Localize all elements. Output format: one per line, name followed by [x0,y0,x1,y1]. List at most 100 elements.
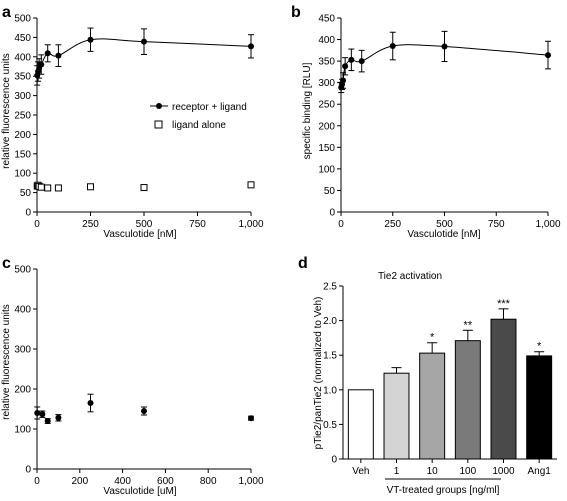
a-x-tick-label: 250 [82,219,99,230]
panel-d-title: Tie2 activation [378,271,442,282]
panel-d-y-axis-label: pTie2/panTie2 (normalized to Veh) [313,297,324,450]
a-y-tick-label: 450 [14,33,31,44]
panel-b-x-axis-label: Vasculotide [nM] [407,229,480,240]
b-y-tick-label: 200 [318,121,335,132]
panel-label-a: a [2,4,11,21]
legend-receptor-ligand-label: receptor + ligand [172,102,247,113]
b-y-tick-label: 50 [324,186,336,197]
c-y-tick-label: 500 [14,265,31,276]
c-y-tick-label: 300 [14,345,31,356]
c-data-point [87,400,94,406]
panel-c-marks [34,393,254,424]
d-bar [383,372,410,460]
c-data-point [55,414,62,421]
d-x-tick-label: Veh [352,466,369,477]
a-x-tick-label: 750 [189,219,206,230]
d-bar [347,389,374,460]
c-x-tick-label: 600 [157,476,174,487]
b-x-tick-label: 0 [338,219,344,230]
panel-a-x-axis-label: Vasculotide [nM] [103,229,176,240]
c-x-tick-label: 1,000 [238,476,263,487]
b-y-tick-label: 350 [318,57,335,68]
c-y-tick-label: 100 [14,425,31,436]
d-x-tick-label: 1000 [492,466,515,477]
a-data-point-square [247,181,255,189]
c-y-tick-label: 200 [14,385,31,396]
d-significance-mark: *** [497,298,511,310]
c-x-tick-label: 0 [34,476,40,487]
a-data-point [248,43,254,50]
a-x-tick-label: 1,000 [238,219,263,230]
d-x-tick-label: Ang1 [527,466,551,477]
c-x-tick-label: 400 [114,476,131,487]
b-data-point [358,58,365,65]
a-y-tick-label: 150 [14,149,31,160]
c-x-tick-label: 800 [200,476,217,487]
a-data-point [44,50,51,57]
panel-c-y-axis-label: relative fluorescence units [1,304,12,420]
panel-c-x-axis-label: Vasculotide [uM] [103,486,176,497]
c-data-point [39,411,46,418]
d-bar [526,355,553,460]
d-x-tick-label: 10 [427,466,439,477]
c-y-tick-label: 400 [14,305,31,316]
a-y-tick-label: 100 [14,169,31,180]
legend-receptor-ligand-marker [156,103,162,109]
a-y-tick-label: 300 [14,91,31,102]
panel-b-axes: 0 50 100 150 200 250 300 350 400 450 0 250 500 750 1,0… [318,14,561,231]
d-bar [490,318,517,460]
a-data-point [141,38,147,45]
a-data-point-square [54,184,62,192]
d-y-tick-label: 2.5 [323,282,337,293]
b-x-tick-label: 1,000 [535,219,560,230]
b-data-point [342,63,349,70]
b-y-tick-label: 0 [329,208,335,219]
d-y-tick-label: 0.5 [323,420,337,431]
panel-b-marks [338,30,551,94]
panel-d-chart: Tie2 activation 0 0.5 1.0 1.5 2.0 2.5 Veh 1 10 10… [313,271,557,496]
panel-a-axes: 0 50 100 150 200 250 300 350 400 450 500 0 250 500 750… [14,14,264,231]
a-y-tick-label: 200 [14,130,31,141]
a-data-point-square [37,183,45,191]
a-data-point [87,36,94,43]
panel-c-axes: 0 100 200 300 400 500 0 200 400 600 800 1,000 [14,265,264,488]
a-y-tick-label: 250 [14,111,31,122]
b-data-point [348,56,355,63]
d-y-tick-label: 2.0 [323,316,337,327]
a-y-tick-label: 500 [14,14,31,25]
a-x-tick-label: 0 [34,219,40,230]
c-y-tick-label: 0 [25,465,31,476]
d-y-tick-label: 1.5 [323,351,337,362]
c-data-point [44,418,51,424]
d-y-tick-label: 0 [331,455,337,466]
d-significance-mark: * [430,332,435,344]
d-x-tick-label: 1 [394,466,400,477]
panel-a-marks [33,27,255,192]
panel-a-y-axis-label: relative fluorescence units [1,53,12,169]
a-data-point-square [140,184,148,192]
a-data-point [55,52,62,59]
panel-d-bars: ******* [347,298,553,460]
a-data-point-square [87,183,94,191]
a-y-tick-label: 350 [14,72,31,83]
a-y-tick-label: 400 [14,52,31,63]
d-y-tick-label: 1.0 [323,385,337,396]
d-significance-mark: ** [464,319,473,331]
b-data-point [441,43,448,50]
b-y-tick-label: 300 [318,78,335,89]
c-data-point [141,408,147,414]
b-y-tick-label: 400 [318,35,335,46]
c-data-point [248,415,254,422]
b-data-point [389,43,396,50]
a-data-point-square [44,184,52,192]
b-x-tick-label: 500 [436,219,453,230]
panel-b-chart: 0 50 100 150 200 250 300 350 400 450 0 250 500 750 1,0… [302,14,561,241]
panel-b-y-axis-label: specific binding [RLU] [302,62,313,159]
d-bar [454,340,481,460]
b-y-tick-label: 100 [318,164,335,175]
a-data-point [38,61,45,68]
panel-label-c: c [2,255,11,272]
legend-ligand-alone-marker [154,120,163,129]
panel-c-chart: 0 100 200 300 400 500 0 200 400 600 800 1,000 Vascu… [1,265,264,498]
d-significance-mark: * [537,341,542,353]
